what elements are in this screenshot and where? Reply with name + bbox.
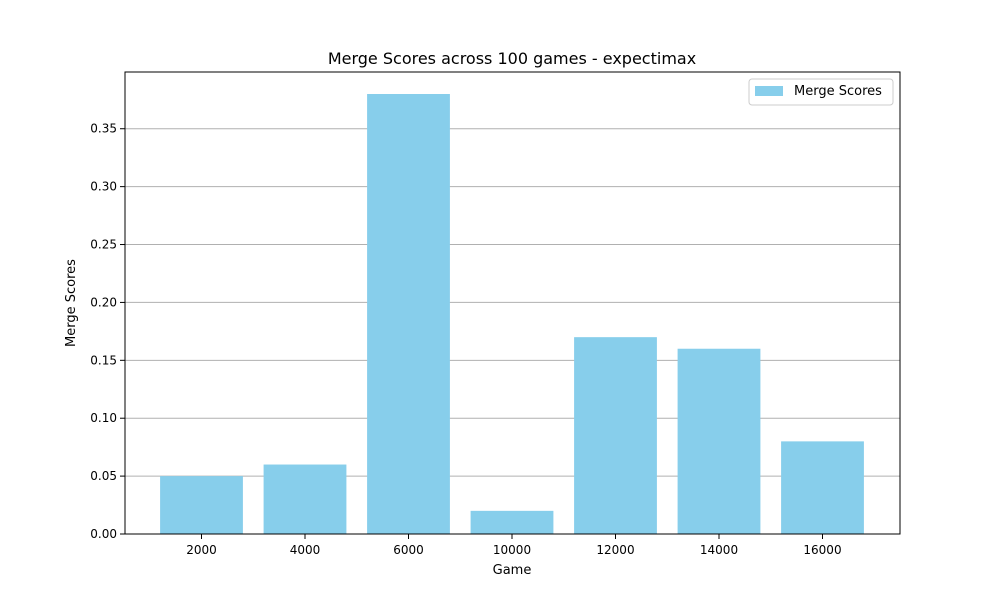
bar (781, 441, 864, 534)
x-tick-label: 10000 (493, 543, 531, 557)
y-tick-label: 0.20 (90, 295, 117, 309)
bar (367, 94, 450, 534)
bar (677, 348, 761, 534)
x-tick-label: 16000 (803, 543, 841, 557)
x-tick-label: 6000 (393, 543, 424, 557)
bars (160, 94, 864, 534)
legend: Merge Scores (748, 78, 894, 106)
legend-swatch (755, 86, 783, 96)
grid-lines (125, 128, 900, 477)
y-axis-label: Merge Scores (64, 259, 79, 347)
y-tick-label: 0.30 (90, 180, 117, 194)
x-tick-label: 12000 (596, 543, 634, 557)
bar (160, 476, 243, 534)
y-tick-label: 0.00 (90, 527, 117, 541)
chart-title: Merge Scores across 100 games - expectim… (328, 49, 696, 68)
x-tick-label: 14000 (700, 543, 738, 557)
y-tick-label: 0.10 (90, 411, 117, 425)
legend-label: Merge Scores (794, 84, 882, 99)
x-tick-label: 2000 (186, 543, 217, 557)
x-tick-label: 4000 (290, 543, 321, 557)
bar (574, 337, 657, 534)
y-tick-label: 0.35 (90, 122, 117, 136)
y-tick-label: 0.05 (90, 469, 117, 483)
y-tick-label: 0.25 (90, 238, 117, 252)
bar (263, 464, 347, 534)
legend-box (748, 78, 894, 106)
bar (470, 510, 554, 534)
y-tick-label: 0.15 (90, 353, 117, 367)
x-axis-ticks: 2000 4000 6000 10000 12000 14000 16000 (186, 534, 842, 557)
y-axis-ticks: 0.00 0.05 0.10 0.15 0.20 0.25 0.30 0.35 (90, 122, 125, 541)
x-axis-label: Game (493, 563, 532, 578)
